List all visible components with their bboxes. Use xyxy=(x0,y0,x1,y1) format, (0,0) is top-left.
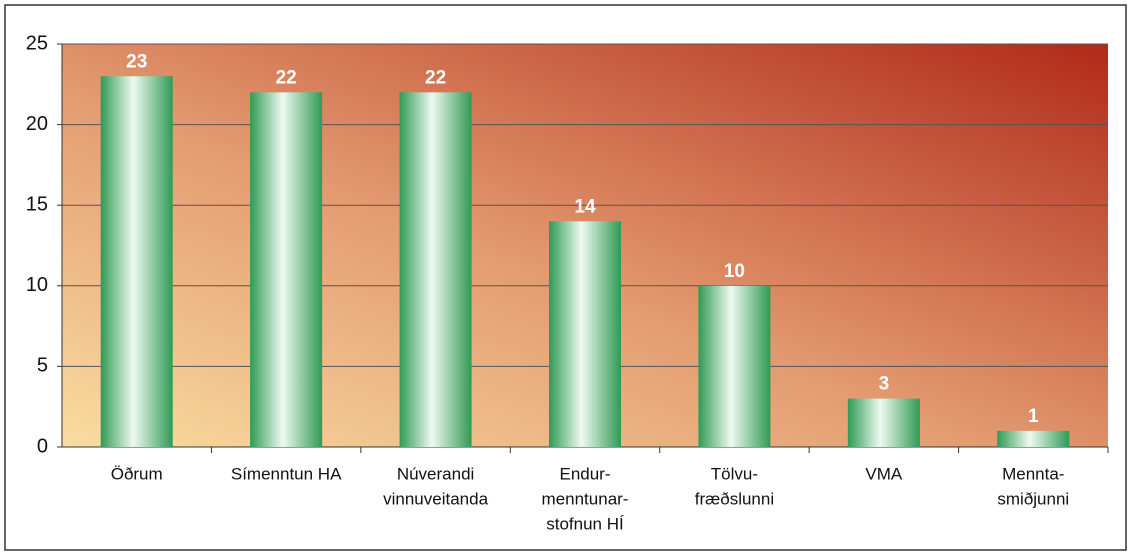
data-label: 14 xyxy=(574,196,596,217)
y-tick-label: 20 xyxy=(26,113,48,135)
bar xyxy=(100,76,173,448)
bar xyxy=(549,221,621,447)
x-tick-label: Endur- xyxy=(559,464,610,483)
y-tick-label: 0 xyxy=(37,435,48,457)
x-tick-label: stofnun HÍ xyxy=(546,514,624,533)
x-tick-label: Núverandi xyxy=(397,464,475,483)
x-tick-label: Tölvu- xyxy=(711,464,758,483)
x-tick-label: fræðslunni xyxy=(695,489,774,508)
bar xyxy=(847,398,920,447)
y-tick-label: 10 xyxy=(26,274,48,296)
data-label: 10 xyxy=(724,261,745,282)
x-tick-label: VMA xyxy=(865,464,903,483)
data-label: 1 xyxy=(1028,406,1039,427)
x-tick-label: Símenntun HA xyxy=(231,464,342,483)
bar xyxy=(250,92,323,448)
bar xyxy=(399,92,472,448)
y-tick-label: 5 xyxy=(37,355,48,377)
x-tick-label: Öðrum xyxy=(111,464,163,483)
data-label: 3 xyxy=(879,374,890,395)
y-tick-label: 15 xyxy=(26,193,48,215)
x-tick-label: menntunar- xyxy=(542,489,629,508)
data-label: 23 xyxy=(126,51,147,72)
bar xyxy=(698,285,771,447)
data-label: 22 xyxy=(425,67,446,88)
x-tick-label: smiðjunni xyxy=(997,489,1069,508)
bar xyxy=(997,430,1070,447)
y-tick-label: 25 xyxy=(26,32,48,54)
data-label: 22 xyxy=(276,67,297,88)
x-tick-label: Mennta- xyxy=(1002,464,1064,483)
x-tick-label: vinnuveitanda xyxy=(383,489,488,508)
